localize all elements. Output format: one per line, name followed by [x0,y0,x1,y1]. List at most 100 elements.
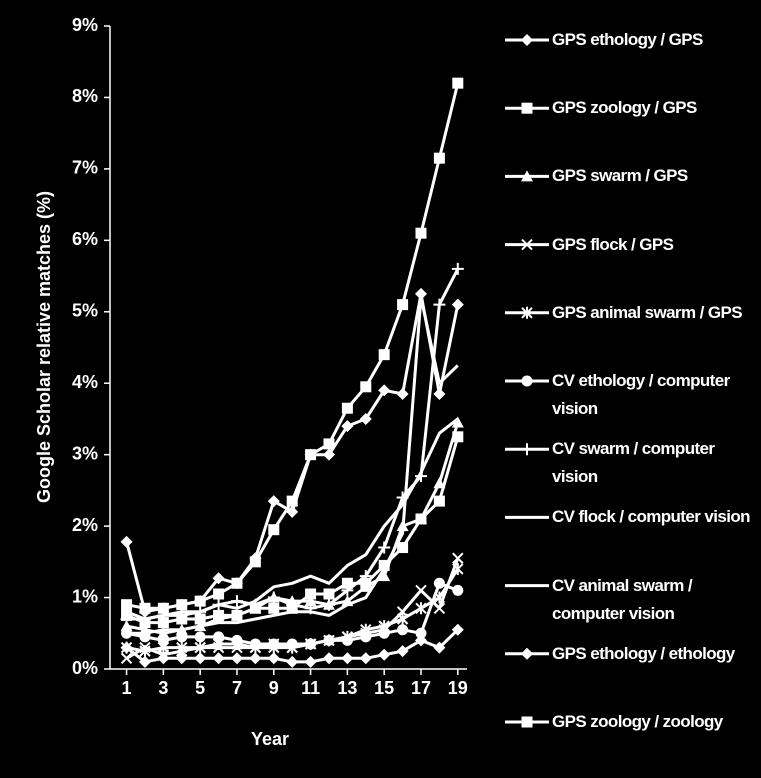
marker [360,577,372,589]
marker [213,631,225,643]
marker [452,552,464,564]
x-tick-label: 19 [448,678,468,698]
marker [249,638,261,650]
legend-label: GPS swarm / GPS [552,166,688,186]
marker [341,652,354,665]
marker [139,645,151,658]
x-tick-label: 9 [269,678,279,698]
marker [322,598,335,611]
legend-label: CV animal swarm / computer vision [552,575,693,623]
marker [286,495,298,507]
marker [452,562,464,575]
marker [157,617,169,629]
marker [323,438,335,450]
marker [414,634,427,647]
y-tick-label: 7% [72,158,98,178]
marker [451,298,464,311]
marker [323,588,335,600]
marker [231,609,243,621]
marker [138,655,151,668]
legend-marker [521,238,533,251]
marker [249,652,262,665]
legend-marker [521,34,533,46]
series-line [126,82,460,610]
legend-marker [521,647,533,660]
marker [414,287,427,300]
marker [268,524,280,536]
legend-label: GPS animal swarm / GPS [552,302,743,322]
marker [359,652,372,665]
x-tick-label: 11 [301,678,320,698]
marker [415,513,427,525]
marker [378,559,390,571]
marker [433,641,446,654]
marker [267,495,280,508]
marker [268,602,280,614]
marker [157,602,169,614]
legend-label: GPS ethology / GPS [552,30,703,49]
marker [397,299,409,311]
marker [176,613,188,625]
marker [120,641,133,654]
legend-label: GPS flock / GPS [552,234,674,254]
y-tick-label: 1% [72,586,98,606]
marker [396,612,409,625]
y-tick-label: 9% [72,15,98,35]
marker [268,638,280,650]
marker [415,627,427,639]
marker [176,641,188,654]
marker [452,431,464,443]
x-axis-label: Year [251,729,289,749]
marker [433,152,445,164]
marker [451,416,464,428]
marker [341,420,354,433]
y-tick-label: 0% [72,658,98,678]
marker [433,577,445,589]
marker [230,595,243,608]
marker [286,505,299,518]
x-tick-label: 1 [122,678,132,698]
marker [286,638,298,650]
legend-marker [521,102,533,114]
legend-marker [521,443,533,456]
marker [452,584,464,596]
marker [139,617,151,629]
marker [120,620,133,632]
x-tick-label: 3 [158,678,168,698]
marker [304,655,317,668]
marker [452,77,464,89]
marker [176,631,188,643]
marker [267,652,280,665]
marker [176,599,188,611]
x-tick-label: 5 [195,678,205,698]
y-tick-label: 8% [72,86,98,106]
marker [231,577,243,589]
marker [139,602,151,614]
marker [230,652,243,665]
marker [121,609,133,621]
y-axis-label: Google Scholar relative matches (%) [34,191,54,503]
marker [286,655,299,668]
y-tick-label: 5% [72,301,98,321]
marker [305,588,317,600]
marker [304,595,317,607]
marker [341,634,353,646]
marker [120,652,133,664]
marker [121,627,133,639]
series-line [126,417,459,621]
legend-label: GPS zoology / GPS [552,98,697,118]
marker [194,595,206,607]
x-tick-label: 7 [232,678,242,698]
y-tick-label: 4% [72,372,98,392]
legend-marker [521,716,533,728]
marker [213,609,225,621]
marker [212,652,225,665]
marker [305,638,317,650]
marker [194,652,207,665]
marker [378,541,391,554]
y-tick-label: 6% [72,229,98,249]
marker [397,624,409,636]
marker [322,448,335,461]
marker [378,384,391,397]
